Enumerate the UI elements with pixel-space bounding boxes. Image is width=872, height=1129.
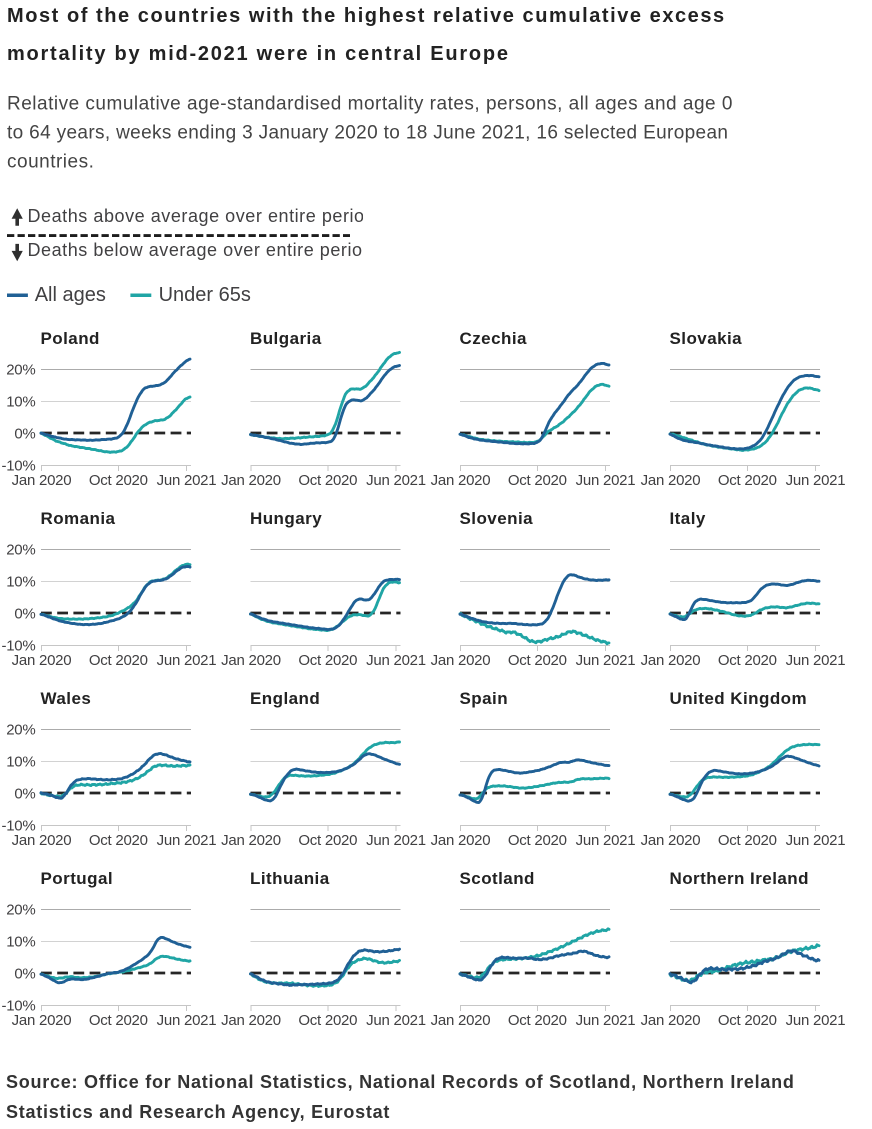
svg-text:Jun 2021: Jun 2021 [786,832,846,849]
svg-text:Jun 2021: Jun 2021 [157,1012,217,1029]
svg-text:Jun 2021: Jun 2021 [576,472,636,489]
svg-text:0%: 0% [14,425,35,442]
svg-text:United Kingdom: United Kingdom [670,689,808,708]
svg-text:Oct 2020: Oct 2020 [718,832,777,849]
svg-text:-10%: -10% [1,817,35,834]
svg-text:Oct 2020: Oct 2020 [298,472,357,489]
svg-text:Oct 2020: Oct 2020 [508,1012,567,1029]
svg-text:Hungary: Hungary [250,509,322,528]
svg-text:Oct 2020: Oct 2020 [89,1012,148,1029]
svg-text:Bulgaria: Bulgaria [250,329,322,348]
svg-text:Jan 2020: Jan 2020 [641,832,701,849]
svg-text:countries.: countries. [7,152,94,173]
svg-text:Oct 2020: Oct 2020 [508,472,567,489]
svg-text:20%: 20% [6,901,35,918]
svg-text:Jun 2021: Jun 2021 [786,472,846,489]
svg-text:Jun 2021: Jun 2021 [366,472,426,489]
svg-text:Wales: Wales [41,689,92,708]
svg-text:20%: 20% [6,541,35,558]
svg-text:Jan 2020: Jan 2020 [221,472,281,489]
svg-text:Oct 2020: Oct 2020 [508,832,567,849]
svg-text:0%: 0% [14,605,35,622]
svg-text:Source: Office for National St: Source: Office for National Statistics, … [6,1072,795,1092]
svg-text:10%: 10% [6,393,35,410]
svg-text:England: England [250,689,320,708]
svg-text:Jan 2020: Jan 2020 [12,472,72,489]
svg-text:to 64 years, weeks ending 3 Ja: to 64 years, weeks ending 3 January 2020… [7,123,728,144]
svg-text:Jun 2021: Jun 2021 [157,472,217,489]
svg-text:Jan 2020: Jan 2020 [431,652,491,669]
svg-text:Jan 2020: Jan 2020 [221,832,281,849]
svg-text:20%: 20% [6,361,35,378]
svg-text:Oct 2020: Oct 2020 [718,1012,777,1029]
svg-text:Jun 2021: Jun 2021 [576,1012,636,1029]
svg-text:Jun 2021: Jun 2021 [366,832,426,849]
svg-text:Lithuania: Lithuania [250,869,330,888]
svg-text:Oct 2020: Oct 2020 [89,652,148,669]
svg-text:-10%: -10% [1,997,35,1014]
svg-text:20%: 20% [6,721,35,738]
svg-text:Jun 2021: Jun 2021 [157,652,217,669]
svg-text:Slovakia: Slovakia [670,329,743,348]
svg-text:Slovenia: Slovenia [460,509,534,528]
svg-text:Jun 2021: Jun 2021 [576,652,636,669]
svg-text:Jan 2020: Jan 2020 [12,832,72,849]
svg-text:Jan 2020: Jan 2020 [641,472,701,489]
svg-text:Oct 2020: Oct 2020 [508,652,567,669]
svg-text:Spain: Spain [460,689,509,708]
svg-text:Jun 2021: Jun 2021 [786,1012,846,1029]
svg-text:0%: 0% [14,965,35,982]
svg-text:Jan 2020: Jan 2020 [641,652,701,669]
svg-text:Italy: Italy [670,509,706,528]
svg-text:Jan 2020: Jan 2020 [221,1012,281,1029]
svg-text:Jan 2020: Jan 2020 [221,652,281,669]
svg-text:10%: 10% [6,753,35,770]
svg-text:Jun 2021: Jun 2021 [157,832,217,849]
svg-text:Northern Ireland: Northern Ireland [670,869,809,888]
svg-text:Jan 2020: Jan 2020 [431,1012,491,1029]
svg-text:Most of the countries with the: Most of the countries with the highest r… [7,5,726,27]
svg-text:Oct 2020: Oct 2020 [298,832,357,849]
svg-text:Scotland: Scotland [460,869,535,888]
svg-text:Czechia: Czechia [460,329,527,348]
svg-text:Oct 2020: Oct 2020 [718,652,777,669]
svg-text:Romania: Romania [41,509,116,528]
svg-text:Oct 2020: Oct 2020 [298,652,357,669]
svg-text:Deaths below average over enti: Deaths below average over entire period [28,240,374,260]
svg-text:-10%: -10% [1,637,35,654]
svg-text:Deaths above average over enti: Deaths above average over entire period [28,206,376,226]
svg-text:Jun 2021: Jun 2021 [576,832,636,849]
svg-text:Oct 2020: Oct 2020 [89,472,148,489]
svg-text:0%: 0% [14,785,35,802]
svg-text:Relative cumulative age-standa: Relative cumulative age-standardised mor… [7,94,733,115]
svg-text:10%: 10% [6,933,35,950]
svg-text:Oct 2020: Oct 2020 [89,832,148,849]
svg-text:Statistics and Research Agency: Statistics and Research Agency, Eurostat [6,1102,390,1122]
svg-text:-10%: -10% [1,457,35,474]
svg-text:Poland: Poland [41,329,100,348]
svg-text:Portugal: Portugal [41,869,114,888]
svg-text:Jun 2021: Jun 2021 [786,652,846,669]
svg-text:Jan 2020: Jan 2020 [12,1012,72,1029]
svg-text:Jun 2021: Jun 2021 [366,652,426,669]
svg-text:Under 65s: Under 65s [159,284,251,306]
svg-text:Oct 2020: Oct 2020 [718,472,777,489]
svg-text:Jan 2020: Jan 2020 [431,832,491,849]
svg-text:Jan 2020: Jan 2020 [431,472,491,489]
svg-text:Jan 2020: Jan 2020 [12,652,72,669]
svg-text:10%: 10% [6,573,35,590]
svg-text:All ages: All ages [35,284,106,306]
svg-text:Jan 2020: Jan 2020 [641,1012,701,1029]
svg-text:Oct 2020: Oct 2020 [298,1012,357,1029]
svg-text:Jun 2021: Jun 2021 [366,1012,426,1029]
svg-text:mortality by mid-2021 were in: mortality by mid-2021 were in central Eu… [7,43,510,65]
